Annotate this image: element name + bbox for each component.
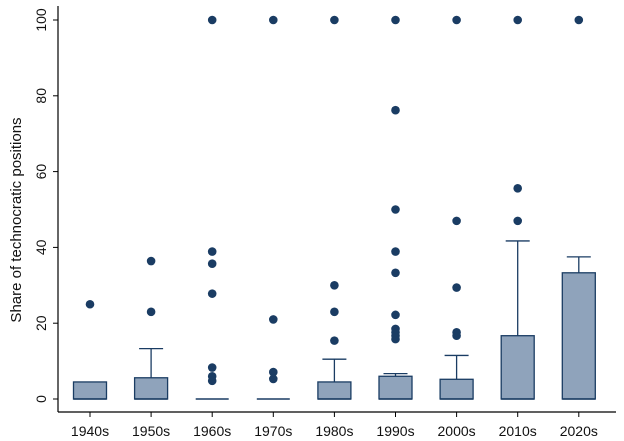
outlier-point [391, 247, 400, 256]
x-tick-label: 2010s [499, 423, 537, 439]
outlier-point [146, 307, 156, 317]
outlier-point [146, 256, 156, 266]
x-tick-label: 1940s [71, 423, 109, 439]
y-tick-label: 100 [33, 8, 49, 32]
outlier-point [269, 315, 278, 324]
outlier-point [513, 15, 522, 25]
x-tick-label: 1960s [193, 423, 231, 439]
y-axis-title: Share of technocratic positions [8, 117, 25, 322]
box-group-2020s [561, 15, 596, 400]
outlier-point [269, 15, 278, 25]
box-group-1940s [72, 299, 108, 400]
outlier-point [330, 307, 339, 317]
outlier-point [391, 15, 400, 25]
iqr-box [500, 335, 535, 400]
box-group-2010s [500, 15, 535, 400]
outlier-point [391, 324, 400, 334]
x-tick-label: 1950s [132, 423, 170, 439]
y-axis: 0 20 40 60 80 100 [33, 6, 59, 412]
outlier-point [207, 289, 217, 298]
iqr-box [439, 378, 474, 400]
outlier-point [85, 299, 95, 309]
box-group-1950s [133, 256, 169, 400]
outlier-point [513, 183, 522, 193]
outlier-point [330, 15, 339, 25]
y-tick-label: 20 [33, 315, 49, 331]
outlier-point [207, 247, 217, 256]
outlier-point [391, 310, 400, 320]
box-group-2000s [439, 15, 474, 400]
iqr-box [133, 377, 169, 400]
iqr-box [378, 375, 413, 400]
outlier-point [574, 15, 584, 25]
y-tick-label: 60 [33, 164, 49, 180]
outlier-point [269, 367, 278, 377]
outlier-point [391, 105, 400, 115]
outlier-point [513, 216, 522, 226]
outlier-point [391, 205, 400, 214]
x-tick-label: 1970s [254, 423, 292, 439]
plot-area [72, 15, 596, 400]
outlier-point [452, 327, 461, 337]
outlier-point [207, 15, 217, 25]
iqr-box [561, 272, 596, 400]
outlier-point [207, 259, 217, 268]
outlier-point [269, 374, 278, 384]
y-tick-label: 80 [33, 88, 49, 104]
x-tick-label: 2020s [560, 423, 598, 439]
outlier-point [452, 283, 461, 292]
outlier-point [207, 371, 217, 381]
x-axis: 1940s 1950s 1960s 1970s 1980s 1990s 2000s 2010s… [58, 411, 616, 439]
outlier-point [391, 268, 400, 278]
outlier-point [452, 216, 461, 226]
box-group-1990s [378, 15, 413, 400]
iqr-box [72, 381, 108, 400]
y-tick-label: 0 [33, 395, 49, 403]
x-tick-label: 2000s [438, 423, 476, 439]
outlier-point [452, 15, 461, 25]
box-group-1980s [317, 15, 352, 400]
outlier-point [330, 281, 339, 290]
x-tick-label: 1990s [376, 423, 414, 439]
iqr-box [317, 381, 352, 400]
y-tick-label: 40 [33, 239, 49, 255]
x-tick-label: 1980s [315, 423, 353, 439]
outlier-point [330, 336, 339, 345]
box-group-1960s [195, 15, 229, 400]
box-group-1970s [256, 15, 290, 400]
outlier-point [207, 363, 217, 372]
